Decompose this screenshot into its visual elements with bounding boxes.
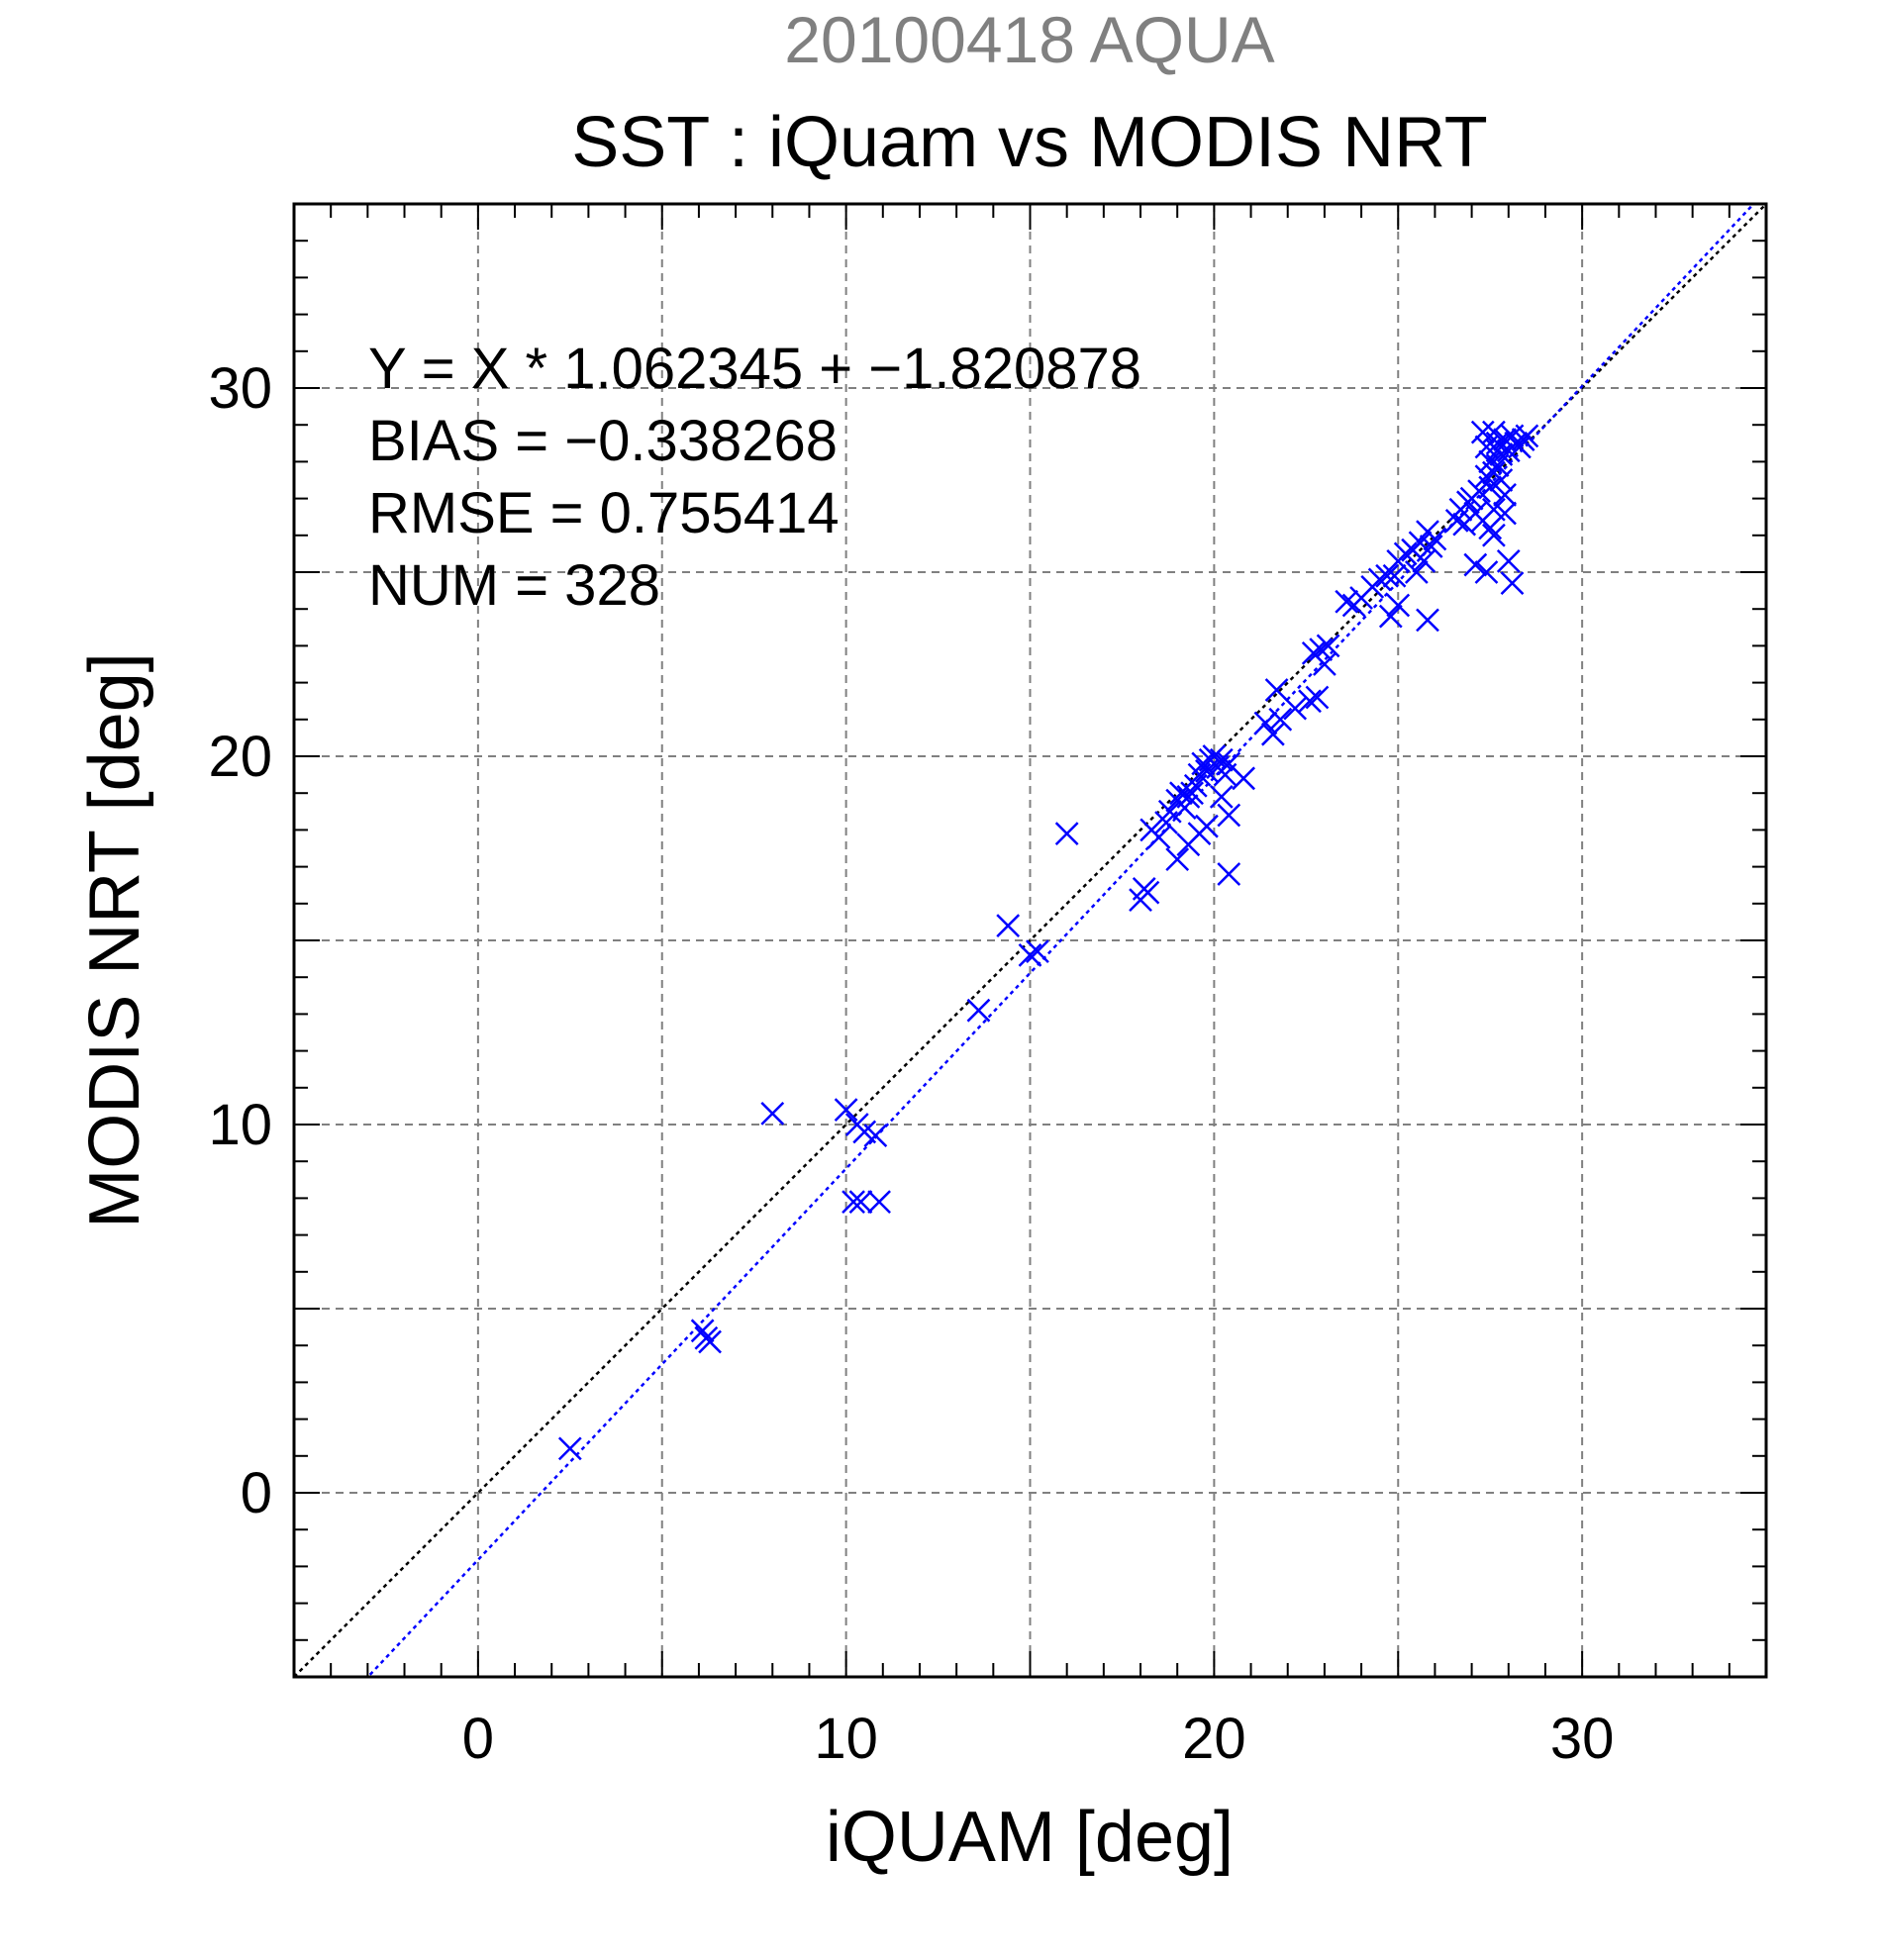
data-point (1404, 560, 1429, 584)
x-tick-label: 0 (462, 1707, 494, 1771)
data-points (557, 420, 1539, 1461)
data-point (1018, 942, 1042, 967)
data-point (1298, 689, 1322, 714)
data-point (1305, 685, 1330, 710)
x-axis-label: iQUAM [deg] (826, 1798, 1234, 1877)
data-point (1217, 862, 1241, 886)
data-point (1209, 785, 1234, 809)
chart-title: SST : iQuam vs MODIS NRT (571, 103, 1488, 182)
data-point (1378, 604, 1403, 629)
data-point (1493, 501, 1517, 526)
x-tick-label: 30 (1550, 1707, 1615, 1771)
y-tick-label: 10 (208, 1093, 272, 1157)
data-point (557, 1436, 582, 1461)
data-point (1463, 552, 1488, 577)
data-point (1386, 593, 1411, 618)
data-point (1309, 637, 1334, 662)
data-point (1268, 707, 1293, 732)
y-tick-label: 0 (241, 1461, 272, 1525)
data-point (1423, 527, 1447, 551)
data-point (1316, 634, 1340, 658)
data-point (1367, 567, 1392, 592)
data-point (966, 998, 991, 1023)
data-point (1419, 535, 1443, 558)
y-tick-label: 20 (208, 725, 272, 789)
data-point (1474, 435, 1499, 459)
data-point (1253, 711, 1278, 735)
data-point (1508, 435, 1532, 459)
data-point (1412, 548, 1436, 573)
axis-ticks (293, 203, 1767, 1678)
x-tick-label: 20 (1182, 1707, 1246, 1771)
stats-line: BIAS = −0.338268 (368, 409, 838, 473)
data-point (996, 914, 1021, 938)
regression-line (365, 204, 1756, 1677)
data-point (867, 1190, 891, 1215)
stats-line: RMSE = 0.755414 (368, 481, 840, 545)
data-point (1217, 803, 1241, 828)
data-point (1482, 460, 1506, 485)
data-point (1165, 847, 1190, 872)
stats-annotation: Y = X * 1.062345 + −1.820878 BIAS = −0.33… (368, 337, 1141, 618)
data-point (1500, 571, 1525, 596)
data-point (848, 1190, 873, 1215)
data-point (1416, 608, 1439, 633)
y-tick-label: 30 (208, 356, 272, 421)
data-point (1470, 420, 1495, 444)
data-point (1191, 751, 1216, 776)
data-point (1474, 560, 1499, 584)
chart-subtitle: 20100418 AQUA (784, 3, 1274, 76)
data-point (1493, 482, 1517, 507)
data-point (690, 1319, 715, 1343)
data-point (1283, 696, 1308, 721)
data-point (1026, 939, 1049, 964)
data-point (1146, 825, 1171, 849)
plot-frame (292, 202, 1768, 1679)
data-point (1515, 424, 1539, 448)
x-tick-label: 10 (814, 1707, 878, 1771)
stats-line: NUM = 328 (368, 553, 660, 618)
data-point (1478, 475, 1503, 500)
data-point (1260, 722, 1285, 746)
data-point (1169, 781, 1193, 806)
data-point (842, 1190, 865, 1215)
data-point (863, 1124, 888, 1148)
data-point (1382, 563, 1407, 588)
tick-labels: 0 10 20 30 0 10 20 30 (208, 356, 1614, 1771)
data-point (1054, 822, 1079, 846)
data-point (1375, 563, 1399, 588)
data-point (1313, 652, 1336, 676)
y-axis-label: MODIS NRT [deg] (75, 652, 154, 1228)
data-point (834, 1098, 858, 1123)
data-point (760, 1101, 785, 1126)
data-point (1393, 541, 1418, 566)
stats-line: Y = X * 1.062345 + −1.820878 (368, 337, 1141, 401)
data-point (1335, 589, 1359, 614)
data-point (1157, 799, 1182, 824)
data-point (1482, 523, 1506, 547)
data-point (1232, 766, 1255, 791)
data-point (694, 1325, 719, 1350)
data-point (1180, 781, 1204, 806)
data-point (1195, 814, 1219, 838)
data-point (1264, 678, 1289, 702)
data-point (1136, 880, 1160, 905)
data-point (1496, 548, 1521, 573)
data-point (1209, 747, 1234, 772)
